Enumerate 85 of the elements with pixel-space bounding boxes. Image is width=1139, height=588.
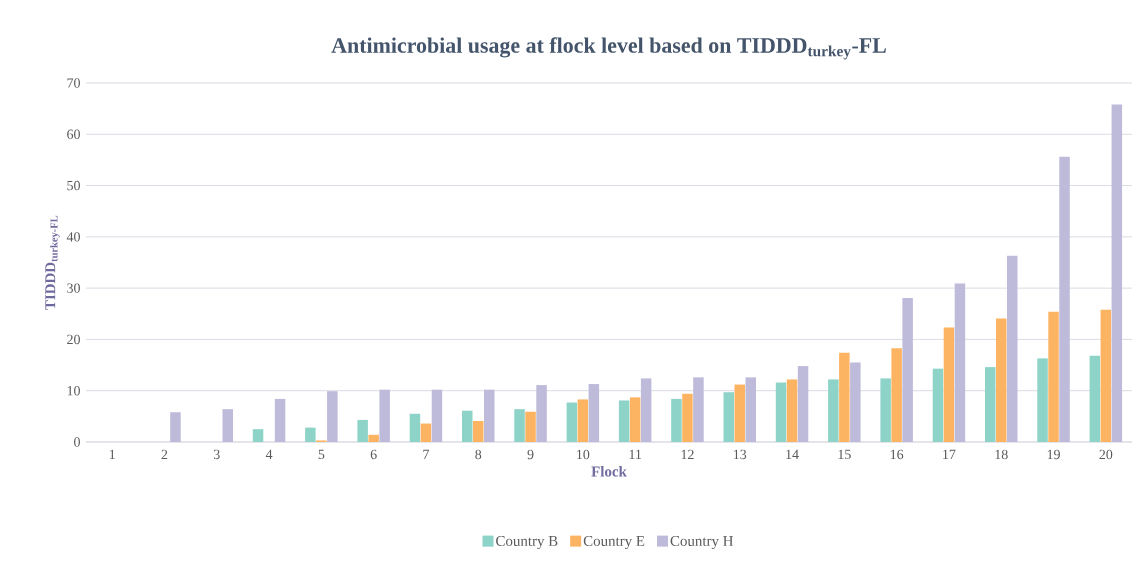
bar — [462, 410, 473, 442]
bar — [734, 384, 745, 442]
bar — [828, 379, 839, 442]
bar — [222, 409, 234, 442]
x-tick-label: 14 — [786, 449, 799, 459]
x-tick-label: 15 — [838, 449, 851, 460]
bar — [954, 283, 966, 442]
bar — [995, 318, 1007, 442]
y-tick-label: 20 — [67, 334, 80, 345]
bar — [1059, 156, 1070, 442]
x-tick-label: 8 — [475, 449, 482, 460]
bar — [274, 398, 286, 442]
bar — [327, 391, 338, 442]
x-tick-label: 20 — [1099, 449, 1113, 460]
bar — [1111, 104, 1123, 442]
y-tick-label: 0 — [74, 437, 80, 447]
bar — [984, 367, 996, 442]
bar — [357, 419, 368, 442]
x-tick-label: 12 — [681, 449, 694, 459]
y-tick-label: 50 — [67, 180, 80, 191]
x-axis-title: Flock — [591, 466, 627, 477]
bar — [170, 412, 181, 442]
bar — [618, 400, 630, 442]
bar — [902, 297, 913, 442]
bar — [839, 352, 850, 442]
bar — [252, 429, 264, 442]
x-tick-label: 9 — [527, 449, 534, 460]
bar — [588, 384, 600, 442]
x-tick-label: 5 — [318, 449, 325, 460]
bar — [525, 411, 536, 442]
bar — [536, 385, 547, 442]
x-tick-label: 2 — [161, 449, 168, 459]
bar — [671, 398, 682, 442]
bar — [932, 368, 944, 442]
y-tick-label: 10 — [67, 385, 80, 396]
bar — [850, 362, 861, 442]
bar — [305, 427, 316, 442]
x-tick-label: 10 — [577, 449, 590, 460]
bar — [566, 402, 578, 442]
bar — [797, 366, 809, 442]
y-axis-title: TIDDD$_{turkey-FL}$ — [45, 215, 60, 310]
bar — [1100, 309, 1112, 442]
bar — [379, 389, 390, 442]
bar — [723, 392, 734, 442]
x-tick-label: 11 — [629, 449, 642, 459]
legend-label: Country H — [670, 535, 734, 550]
bar — [420, 423, 432, 442]
bar — [640, 378, 652, 442]
legend-label: Country E — [583, 535, 645, 550]
bar — [431, 389, 443, 442]
bar — [577, 399, 589, 442]
legend-label: Country B — [496, 535, 558, 550]
x-tick-label: 7 — [423, 449, 430, 459]
x-tick-label: 17 — [943, 449, 956, 459]
bar — [1037, 358, 1048, 442]
bar — [891, 348, 902, 442]
bar — [943, 327, 955, 442]
bar — [880, 378, 891, 442]
bar — [1089, 355, 1101, 442]
bar — [682, 393, 693, 442]
x-tick-label: 6 — [370, 449, 377, 460]
bar — [409, 413, 421, 442]
y-tick-label: 40 — [66, 232, 80, 242]
chart-title: Antimicrobial usage at flock level based on TIDDD$_{turkey}$-FL — [331, 37, 886, 60]
bar — [745, 377, 756, 442]
y-tick-label: 60 — [67, 129, 80, 139]
bar — [693, 377, 704, 442]
x-tick-label: 16 — [890, 449, 904, 460]
y-tick-label: 30 — [67, 283, 80, 293]
x-tick-label: 4 — [265, 449, 273, 459]
bar — [775, 382, 787, 442]
bar — [368, 434, 379, 442]
x-tick-label: 3 — [213, 449, 220, 460]
x-tick-label: 18 — [995, 449, 1008, 460]
x-tick-label: 13 — [733, 449, 747, 460]
bar — [629, 397, 641, 442]
bar — [786, 379, 798, 442]
x-tick-label: 1 — [109, 449, 115, 459]
y-tick-label: 70 — [67, 78, 80, 88]
bar — [473, 420, 484, 442]
bar — [1048, 311, 1059, 442]
x-tick-label: 19 — [1047, 449, 1060, 460]
bar — [514, 409, 525, 442]
bar — [1006, 255, 1018, 442]
bar — [484, 389, 495, 442]
